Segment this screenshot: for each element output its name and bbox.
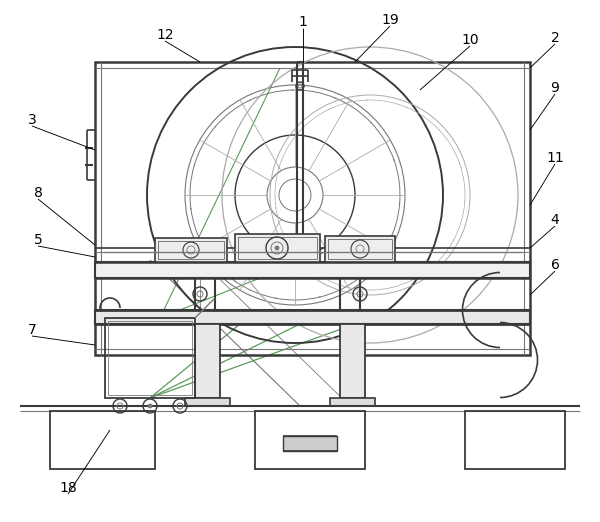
Text: 2: 2 [551,31,559,45]
Bar [155,238,227,262]
Bar [255,411,365,469]
Text: 19: 19 [381,13,399,27]
Text: 8: 8 [34,186,43,200]
Bar [108,321,192,395]
Text: 3: 3 [28,113,37,127]
Text: 6: 6 [551,258,559,272]
Bar [185,398,230,406]
Text: 5: 5 [34,233,43,247]
Bar [283,436,337,451]
Bar [195,324,220,398]
Text: 4: 4 [551,213,559,227]
Bar [328,239,392,259]
Bar [325,236,395,262]
Text: 7: 7 [28,323,37,337]
Text: 12: 12 [156,28,174,42]
Text: 11: 11 [546,151,564,165]
Bar [105,318,195,398]
Bar [95,62,530,355]
Bar [235,234,320,262]
Bar [340,324,365,398]
Bar [330,398,375,406]
Text: 1: 1 [299,15,307,29]
Text: 18: 18 [59,481,77,495]
Bar [95,310,530,324]
Bar [158,241,224,259]
Bar [465,411,565,469]
Bar [238,237,317,259]
Bar [95,262,530,278]
Circle shape [148,404,152,408]
Text: 10: 10 [461,33,479,47]
Text: 9: 9 [551,81,559,95]
Circle shape [275,246,279,250]
Bar [50,411,155,469]
